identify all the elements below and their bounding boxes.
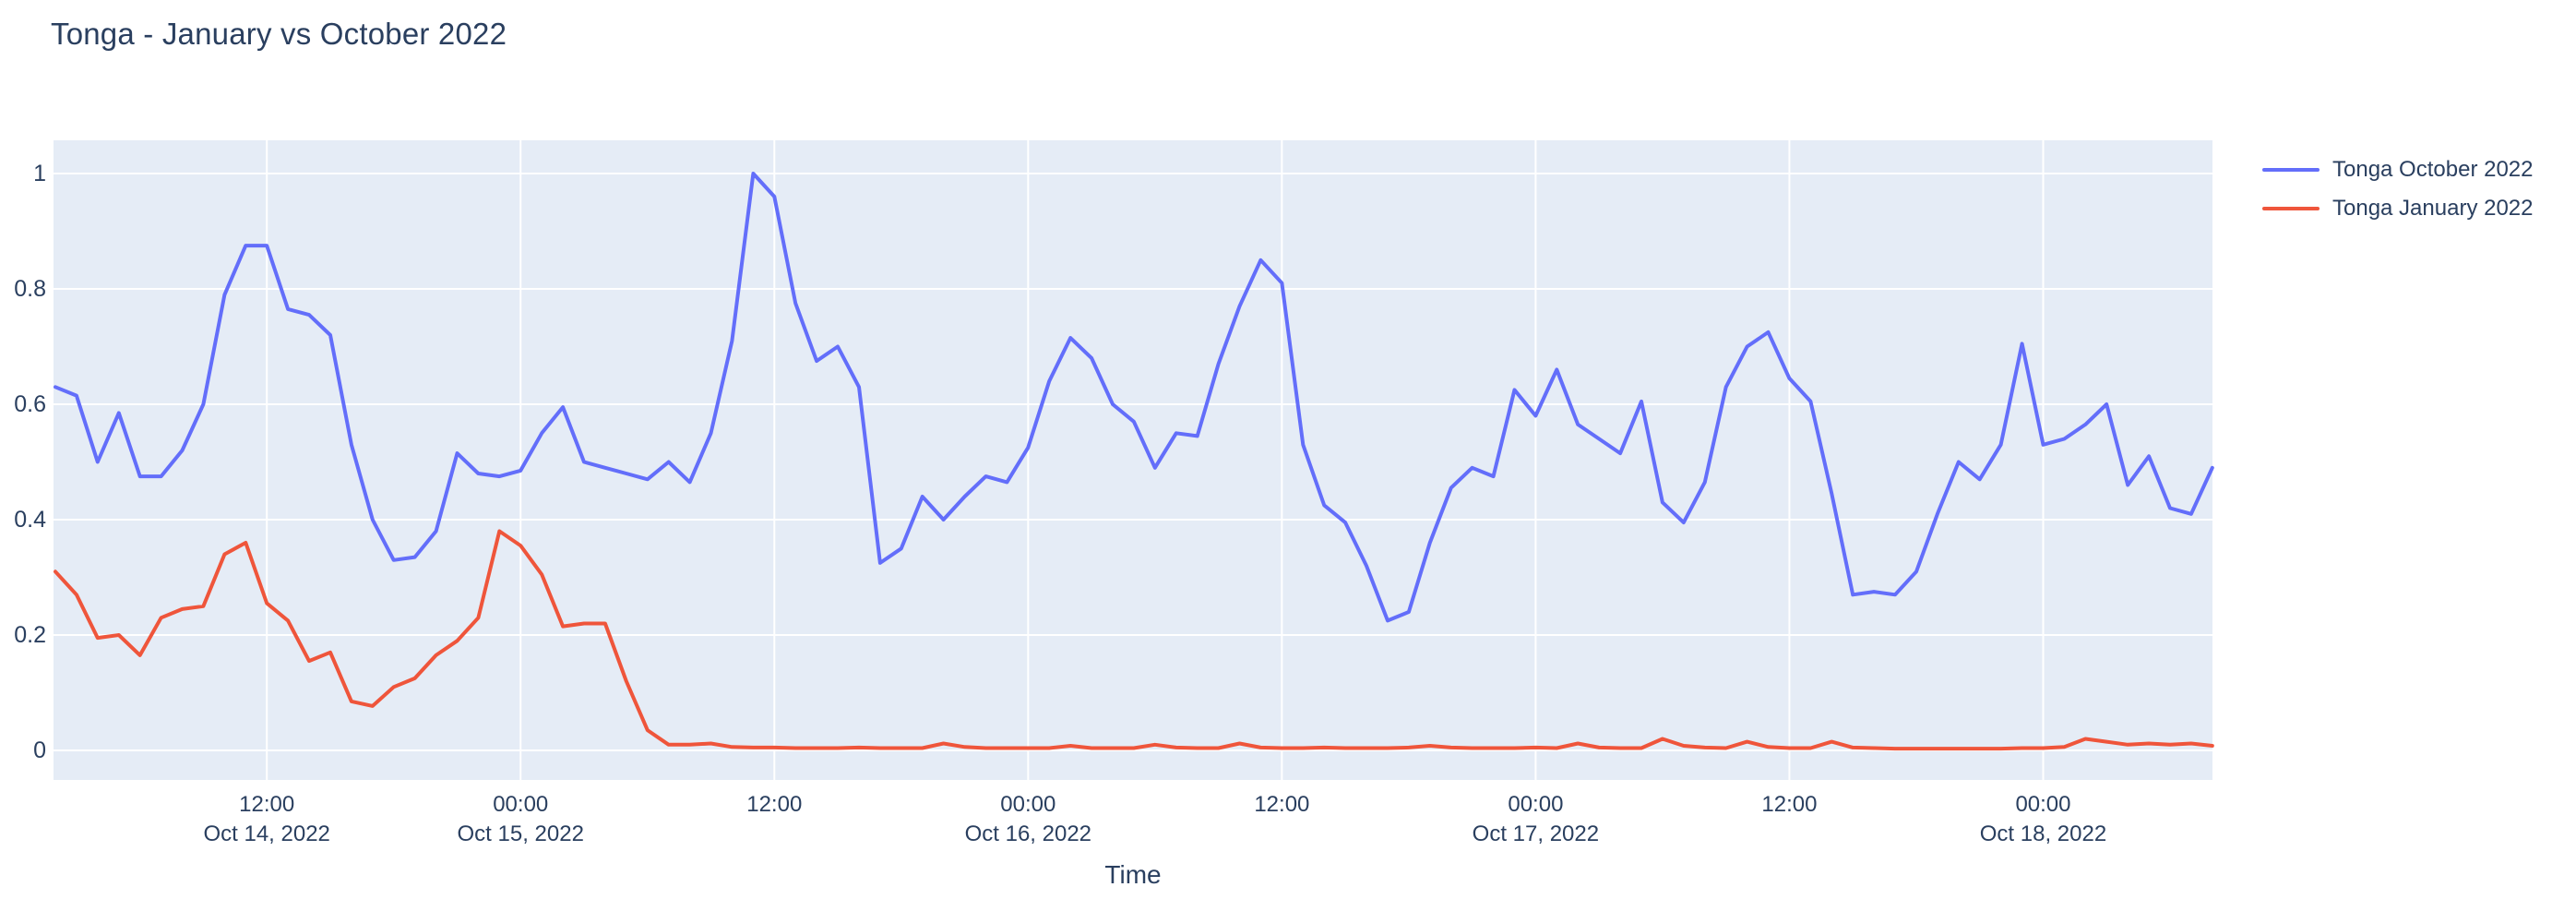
legend: Tonga October 2022 Tonga January 2022 [2262, 150, 2534, 228]
series-line-tonga-january-2022[interactable] [54, 529, 2214, 751]
x-tick-date-label: Oct 16, 2022 [964, 821, 1092, 846]
x-tick-date-label: Oct 14, 2022 [203, 821, 330, 846]
legend-item-tonga-january-2022[interactable]: Tonga January 2022 [2262, 189, 2534, 228]
y-tick-label: 0.2 [14, 622, 46, 648]
legend-label: Tonga January 2022 [2332, 196, 2534, 221]
plot-area[interactable] [54, 140, 2212, 780]
x-tick-time-label: 00:00 [1000, 792, 1056, 817]
legend-item-tonga-october-2022[interactable]: Tonga October 2022 [2262, 150, 2534, 189]
chart-title: Tonga - January vs October 2022 [51, 17, 507, 51]
x-tick-date-label: Oct 17, 2022 [1472, 821, 1600, 846]
x-tick-time-label: 12:00 [746, 792, 803, 817]
y-tick-label: 0.4 [14, 507, 46, 533]
legend-label: Tonga October 2022 [2332, 157, 2534, 182]
series-line-tonga-october-2022[interactable] [54, 172, 2214, 623]
x-tick-time-label: 00:00 [1508, 792, 1564, 817]
y-tick-label: 0.8 [14, 276, 46, 302]
legend-line-swatch-october [2262, 168, 2320, 172]
x-axis-title: Time [1104, 860, 1162, 889]
x-tick-time-label: 00:00 [493, 792, 549, 817]
x-tick-time-label: 12:00 [1254, 792, 1310, 817]
y-tick-label: 0.6 [14, 391, 46, 417]
x-tick-time-label: 12:00 [1761, 792, 1818, 817]
x-tick-time-label: 12:00 [239, 792, 295, 817]
x-tick-time-label: 00:00 [2015, 792, 2071, 817]
x-tick-date-label: Oct 18, 2022 [1979, 821, 2107, 846]
y-tick-label: 0 [33, 737, 46, 763]
legend-line-swatch-january [2262, 207, 2320, 210]
x-tick-date-label: Oct 15, 2022 [457, 821, 584, 846]
y-tick-label: 1 [33, 161, 46, 186]
